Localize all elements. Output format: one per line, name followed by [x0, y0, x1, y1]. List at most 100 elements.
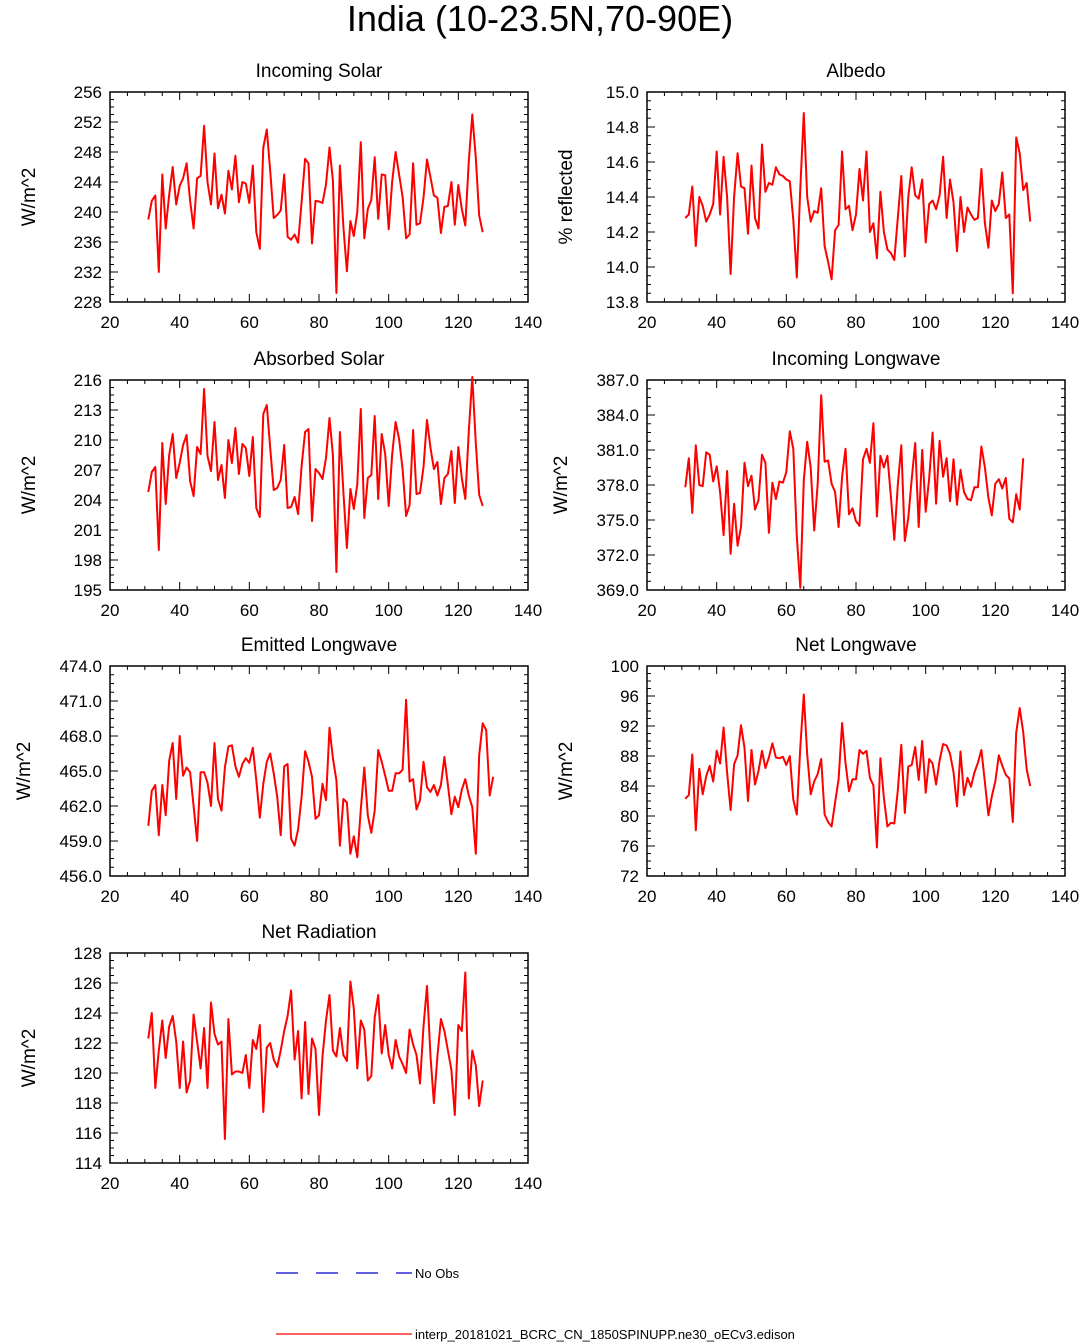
albedo-ytick-label: 14.2: [606, 223, 639, 242]
net-radiation-xtick-label: 100: [374, 1174, 402, 1193]
emitted-longwave-xtick-label: 40: [170, 887, 189, 906]
net-longwave-ytick-label: 80: [620, 807, 639, 826]
albedo-xtick-label: 40: [707, 313, 726, 332]
emitted-longwave-xtick-label: 120: [444, 887, 472, 906]
incoming-solar-plot-title: Incoming Solar: [256, 61, 383, 82]
incoming-solar-ytick-label: 244: [74, 173, 102, 192]
net-longwave-ytick-label: 84: [620, 777, 639, 796]
emitted-longwave-xtick-label: 60: [240, 887, 259, 906]
net-longwave-xtick-label: 40: [707, 887, 726, 906]
net-longwave-series-line: [684, 693, 1032, 849]
albedo-ytick-label: 14.0: [606, 258, 639, 277]
absorbed-solar-ytick-label: 213: [74, 401, 102, 420]
incoming-solar-xtick-label: 100: [374, 313, 402, 332]
legend-model-label: interp_20181021_BCRC_CN_1850SPINUPP.ne30…: [415, 1327, 795, 1342]
emitted-longwave-ytick-label: 465.0: [59, 762, 102, 781]
incoming-solar-ytick-label: 232: [74, 263, 102, 282]
net-longwave-ytick-label: 72: [620, 867, 639, 886]
net-radiation-xtick-label: 60: [240, 1174, 259, 1193]
emitted-longwave-xtick-label: 80: [310, 887, 329, 906]
absorbed-solar-plot-title: Absorbed Solar: [254, 349, 386, 370]
incoming-solar-plot-frame: [109, 91, 529, 303]
net-longwave-xtick-label: 20: [638, 887, 657, 906]
albedo-xtick-label: 60: [777, 313, 796, 332]
incoming-longwave-xtick-label: 120: [981, 601, 1009, 620]
net-longwave-ytick-label: 92: [620, 717, 639, 736]
albedo-xtick-label: 120: [981, 313, 1009, 332]
absorbed-solar-xtick-label: 140: [514, 601, 542, 620]
incoming-solar-xtick-label: 120: [444, 313, 472, 332]
net-radiation-ytick-label: 118: [75, 1094, 102, 1113]
incoming-longwave-plot-title: Incoming Longwave: [772, 349, 941, 370]
incoming-longwave-ytick-label: 384.0: [596, 406, 639, 425]
absorbed-solar-xtick-label: 60: [240, 601, 259, 620]
emitted-longwave-ytick-label: 474.0: [59, 657, 102, 676]
incoming-longwave-xtick-label: 100: [911, 601, 939, 620]
absorbed-solar-xtick-label: 100: [374, 601, 402, 620]
albedo-plot-frame: [646, 91, 1066, 303]
albedo-ytick-label: 14.8: [606, 118, 639, 137]
incoming-longwave-ytick-label: 369.0: [596, 581, 639, 600]
net-radiation-ylabel: W/m^2: [19, 1029, 40, 1088]
net-longwave-xtick-label: 100: [911, 887, 939, 906]
net-longwave-ytick-label: 76: [620, 837, 639, 856]
net-radiation-ytick-label: 126: [74, 974, 102, 993]
incoming-solar-xtick-label: 60: [240, 313, 259, 332]
net-longwave-xtick-label: 140: [1051, 887, 1079, 906]
incoming-solar-series-line: [147, 113, 484, 294]
net-radiation-ytick-label: 114: [75, 1154, 102, 1173]
net-radiation-ytick-label: 124: [74, 1004, 102, 1023]
net-radiation-ytick-label: 128: [74, 944, 102, 963]
incoming-longwave-xtick-label: 40: [707, 601, 726, 620]
incoming-longwave-ylabel: W/m^2: [551, 456, 572, 515]
emitted-longwave-xtick-label: 140: [514, 887, 542, 906]
emitted-longwave-plot-frame: [109, 665, 529, 877]
figure-title: India (10-23.5N,70-90E): [346, 0, 734, 39]
albedo-series-line: [684, 112, 1032, 295]
albedo-xtick-label: 100: [911, 313, 939, 332]
net-longwave-plot-title: Net Longwave: [795, 635, 916, 656]
albedo-ytick-label: 14.4: [606, 188, 639, 207]
absorbed-solar-ylabel: W/m^2: [19, 456, 40, 515]
incoming-longwave-xtick-label: 60: [777, 601, 796, 620]
absorbed-solar-xtick-label: 80: [310, 601, 329, 620]
incoming-solar-xtick-label: 20: [101, 313, 120, 332]
incoming-longwave-ytick-label: 375.0: [596, 511, 639, 530]
emitted-longwave-ytick-label: 471.0: [59, 692, 102, 711]
incoming-solar-ytick-label: 236: [74, 233, 102, 252]
emitted-longwave-xtick-label: 100: [374, 887, 402, 906]
net-radiation-xtick-label: 20: [101, 1174, 120, 1193]
absorbed-solar-ytick-label: 198: [74, 551, 102, 570]
net-longwave-xtick-label: 80: [847, 887, 866, 906]
incoming-longwave-plot-frame: [646, 379, 1066, 591]
incoming-solar-xtick-label: 80: [310, 313, 329, 332]
albedo-ylabel: % reflected: [556, 149, 577, 244]
emitted-longwave-xtick-label: 20: [101, 887, 120, 906]
emitted-longwave-series-line: [147, 698, 495, 859]
incoming-solar-xtick-label: 140: [514, 313, 542, 332]
absorbed-solar-xtick-label: 40: [170, 601, 189, 620]
incoming-longwave-xtick-label: 140: [1051, 601, 1079, 620]
emitted-longwave-ytick-label: 459.0: [59, 832, 102, 851]
absorbed-solar-ytick-label: 207: [74, 461, 102, 480]
net-radiation-plot-title: Net Radiation: [261, 922, 376, 943]
incoming-longwave-ytick-label: 372.0: [596, 546, 639, 565]
albedo-plot-title: Albedo: [826, 61, 885, 82]
incoming-longwave-series-line: [684, 394, 1025, 589]
incoming-solar-ytick-label: 240: [74, 203, 102, 222]
incoming-longwave-ytick-label: 378.0: [596, 476, 639, 495]
absorbed-solar-series-line: [147, 376, 484, 573]
incoming-solar-ytick-label: 256: [74, 83, 102, 102]
incoming-solar-ytick-label: 228: [74, 293, 102, 312]
albedo-ytick-label: 14.6: [606, 153, 639, 172]
incoming-longwave-xtick-label: 20: [638, 601, 657, 620]
incoming-longwave-ytick-label: 387.0: [596, 371, 639, 390]
net-longwave-ytick-label: 100: [611, 657, 639, 676]
net-radiation-xtick-label: 80: [310, 1174, 329, 1193]
net-radiation-ytick-label: 120: [74, 1064, 102, 1083]
emitted-longwave-ytick-label: 456.0: [59, 867, 102, 886]
legend-obs-label: No Obs: [415, 1266, 460, 1281]
incoming-solar-ytick-label: 248: [74, 143, 102, 162]
albedo-ytick-label: 13.8: [606, 293, 639, 312]
